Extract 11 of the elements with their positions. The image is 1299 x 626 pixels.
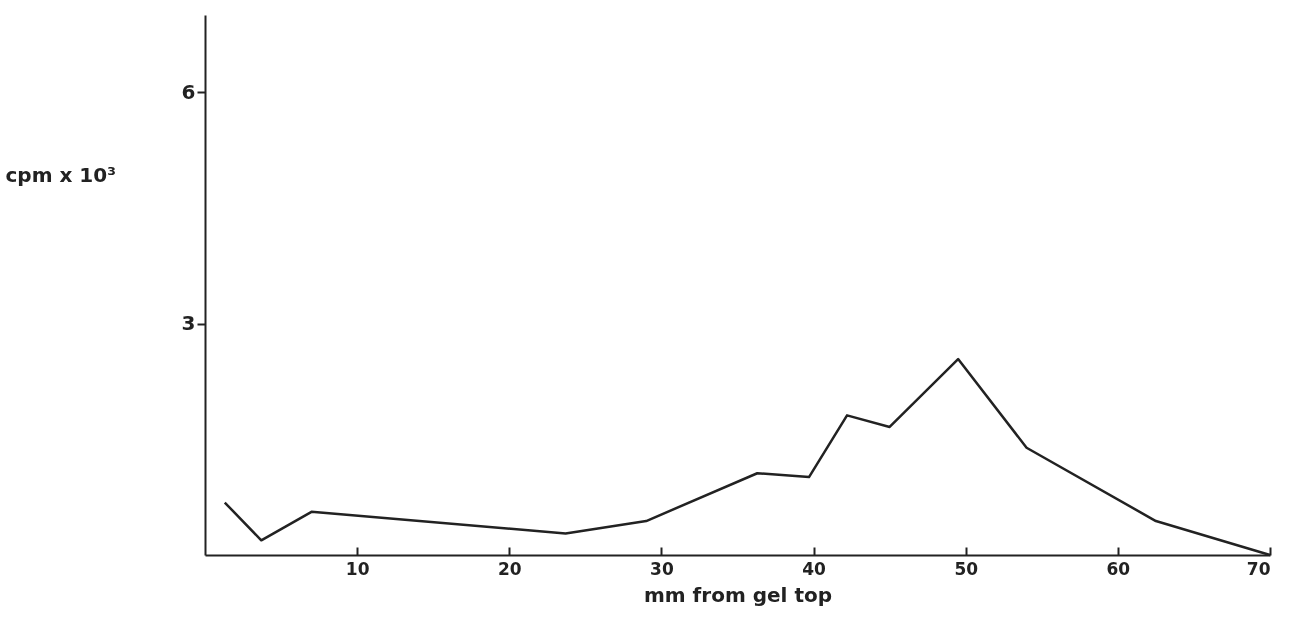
x-axis-title: mm from gel top	[643, 582, 833, 607]
x-tick-label: 20	[497, 558, 522, 579]
y-axis-title: cpm x 10³	[5, 162, 116, 187]
x-tick-label: 40	[802, 558, 827, 579]
x-tick-label: 10	[345, 558, 370, 579]
x-tick-label: 50	[954, 558, 979, 579]
x-tick-label: 30	[650, 558, 674, 579]
x-tick-label: 60	[1106, 558, 1131, 579]
y-tick-label: 6	[181, 79, 196, 104]
x-tick-label: 70	[1246, 558, 1271, 579]
y-tick-label: 3	[181, 311, 196, 336]
